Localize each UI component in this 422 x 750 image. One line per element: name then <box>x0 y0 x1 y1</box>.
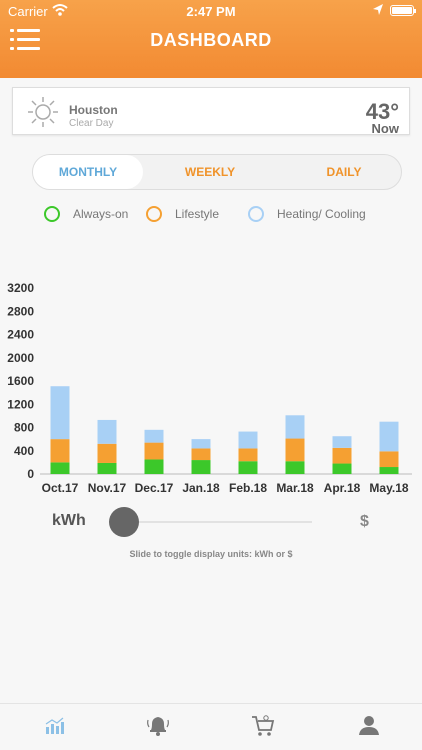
legend-item-lifestyle: Lifestyle <box>146 205 246 223</box>
weather-city: Houston <box>69 103 118 117</box>
legend-item-heating-cooling: Heating/ Cooling <box>248 205 388 223</box>
bar-segment-heating-cooling <box>51 386 70 439</box>
bar-segment-always-on <box>239 461 258 474</box>
legend-swatch <box>248 206 264 222</box>
period-segmented-control: MONTHLY WEEKLY DAILY <box>32 154 402 190</box>
bar-segment-always-on <box>98 463 117 474</box>
y-tick-label: 2800 <box>7 304 34 318</box>
x-tick-label: Dec.17 <box>135 481 174 495</box>
usage-bar-chart: 0 400 800 1200 1600 2000 2400 2800 3200 Oct.17 Nov… <box>0 275 422 500</box>
weather-time-label: Now <box>372 121 399 136</box>
app-header: Carrier 2:47 PM DASHBOARD <box>0 0 422 78</box>
x-tick-label: Apr.18 <box>324 481 361 495</box>
bar-segment-lifestyle <box>192 448 211 460</box>
y-tick-label: 400 <box>14 444 34 458</box>
bar-segment-always-on <box>192 460 211 474</box>
bottom-tab-bar <box>0 703 422 750</box>
y-tick-label: 3200 <box>7 281 34 295</box>
legend-label: Always-on <box>73 207 128 221</box>
bar-segment-heating-cooling <box>192 439 211 448</box>
cart-icon[interactable] <box>250 712 276 738</box>
bar-segment-heating-cooling <box>98 420 117 444</box>
bar-segment-lifestyle <box>51 439 70 462</box>
legend-swatch <box>146 206 162 222</box>
battery-icon <box>390 5 414 16</box>
unit-dollar-label: $ <box>360 513 369 531</box>
y-tick-label: 1600 <box>7 374 34 388</box>
bar-segment-always-on <box>286 461 305 474</box>
bell-icon[interactable] <box>145 712 171 738</box>
legend-item-always-on: Always-on <box>44 205 144 223</box>
y-tick-label: 0 <box>27 467 34 481</box>
bar-segment-heating-cooling <box>380 422 399 452</box>
usage-chart-icon[interactable] <box>41 712 67 738</box>
weather-card: Houston Clear Day 43° Now <box>12 87 410 135</box>
bar-segment-heating-cooling <box>333 436 352 448</box>
bar-segment-heating-cooling <box>239 432 258 449</box>
tab-monthly[interactable]: MONTHLY <box>33 155 143 189</box>
y-tick-label: 1200 <box>7 397 34 411</box>
status-bar: Carrier 2:47 PM <box>0 0 422 22</box>
bar-segment-lifestyle <box>333 448 352 464</box>
page-title: DASHBOARD <box>0 30 422 51</box>
location-arrow-icon <box>372 3 384 17</box>
unit-kwh-label: kWh <box>52 512 86 530</box>
bar-segment-always-on <box>380 467 399 474</box>
x-tick-label: Jan.18 <box>182 481 220 495</box>
unit-slider-track[interactable] <box>122 521 312 523</box>
x-tick-label: Nov.17 <box>88 481 127 495</box>
x-tick-label: Mar.18 <box>276 481 314 495</box>
bar-segment-heating-cooling <box>145 430 164 443</box>
bar-segment-heating-cooling <box>286 415 305 438</box>
x-tick-label: Oct.17 <box>42 481 79 495</box>
unit-hint-text: Slide to toggle display units: kWh or $ <box>0 549 422 559</box>
x-tick-label: May.18 <box>369 481 408 495</box>
x-tick-label: Feb.18 <box>229 481 267 495</box>
y-tick-label: 2000 <box>7 351 34 365</box>
bar-segment-lifestyle <box>239 448 258 461</box>
legend-swatch <box>44 206 60 222</box>
weather-condition: Clear Day <box>69 118 113 129</box>
legend-label: Heating/ Cooling <box>277 207 366 221</box>
bar-segment-lifestyle <box>380 451 399 467</box>
tab-daily[interactable]: DAILY <box>289 155 399 189</box>
bar-segment-always-on <box>333 464 352 474</box>
unit-slider-knob[interactable] <box>109 507 139 537</box>
tab-weekly[interactable]: WEEKLY <box>155 155 265 189</box>
legend-label: Lifestyle <box>175 207 219 221</box>
clock: 2:47 PM <box>0 4 422 19</box>
bar-segment-lifestyle <box>145 443 164 460</box>
sun-icon <box>27 96 59 128</box>
bar-segment-always-on <box>145 459 164 474</box>
bar-segment-lifestyle <box>98 444 117 463</box>
bar-segment-always-on <box>51 462 70 474</box>
y-tick-label: 2400 <box>7 328 34 342</box>
bar-segment-lifestyle <box>286 439 305 462</box>
profile-icon[interactable] <box>356 712 382 738</box>
y-tick-label: 800 <box>14 421 34 435</box>
